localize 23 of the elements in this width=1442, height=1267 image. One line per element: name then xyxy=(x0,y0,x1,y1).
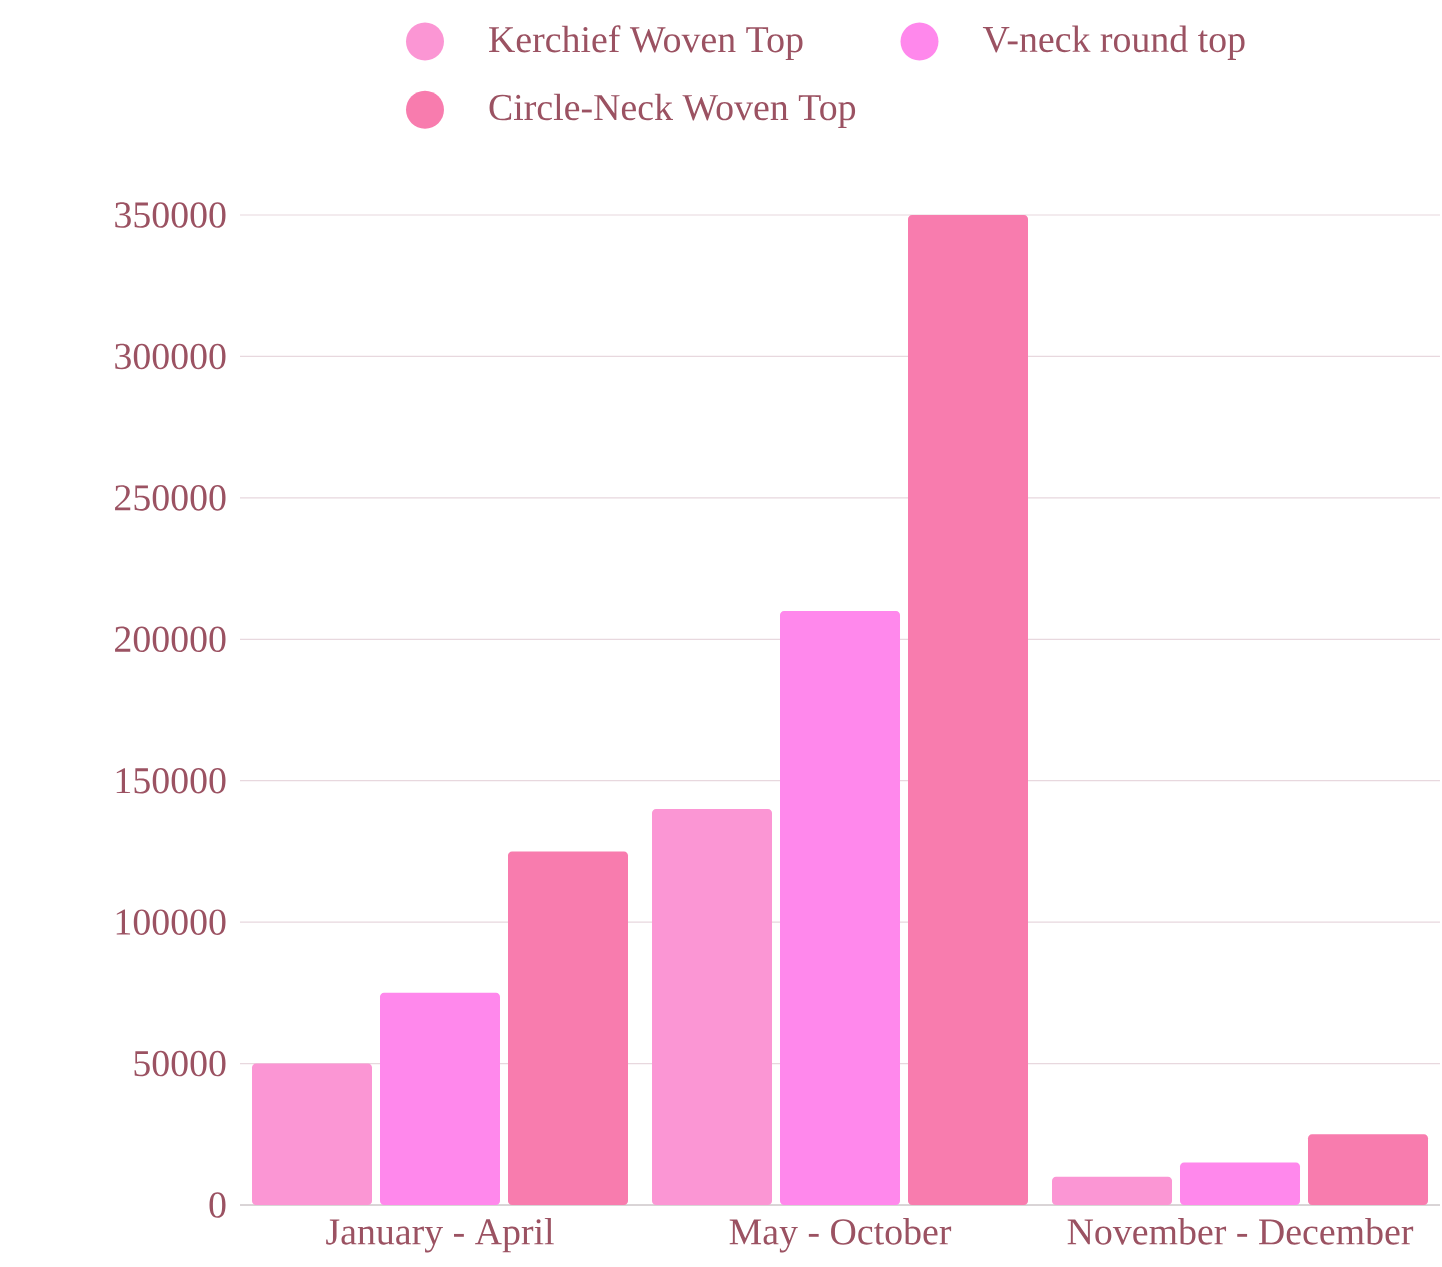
legend-label: Kerchief Woven Top xyxy=(489,25,803,61)
bar xyxy=(652,808,773,1205)
bar xyxy=(1180,1162,1301,1205)
y-tick-label: 200000 xyxy=(115,626,226,653)
bar xyxy=(1052,1176,1173,1205)
legend-label: V-neck round top xyxy=(982,25,1245,60)
y-tick-label: 300000 xyxy=(115,343,226,370)
y-tick-label: 100000 xyxy=(116,909,226,935)
bar xyxy=(780,610,901,1205)
x-tick-label: May - October xyxy=(729,1218,952,1253)
y-tick-label: 0 xyxy=(209,1192,226,1218)
x-tick-label: January - April xyxy=(326,1218,554,1253)
bar xyxy=(252,1063,372,1205)
legend-label: Circle-Neck Woven Top xyxy=(489,93,856,128)
y-tick-label: 250000 xyxy=(115,485,226,511)
y-tick-label: 350000 xyxy=(115,202,226,228)
x-tick-label: November - December xyxy=(1067,1218,1414,1245)
bar xyxy=(380,992,500,1205)
y-tick-label: 150000 xyxy=(116,767,226,794)
bar xyxy=(908,214,1029,1205)
bar xyxy=(1308,1134,1429,1205)
y-tick-label: 50000 xyxy=(134,1050,226,1077)
bar xyxy=(508,851,628,1205)
